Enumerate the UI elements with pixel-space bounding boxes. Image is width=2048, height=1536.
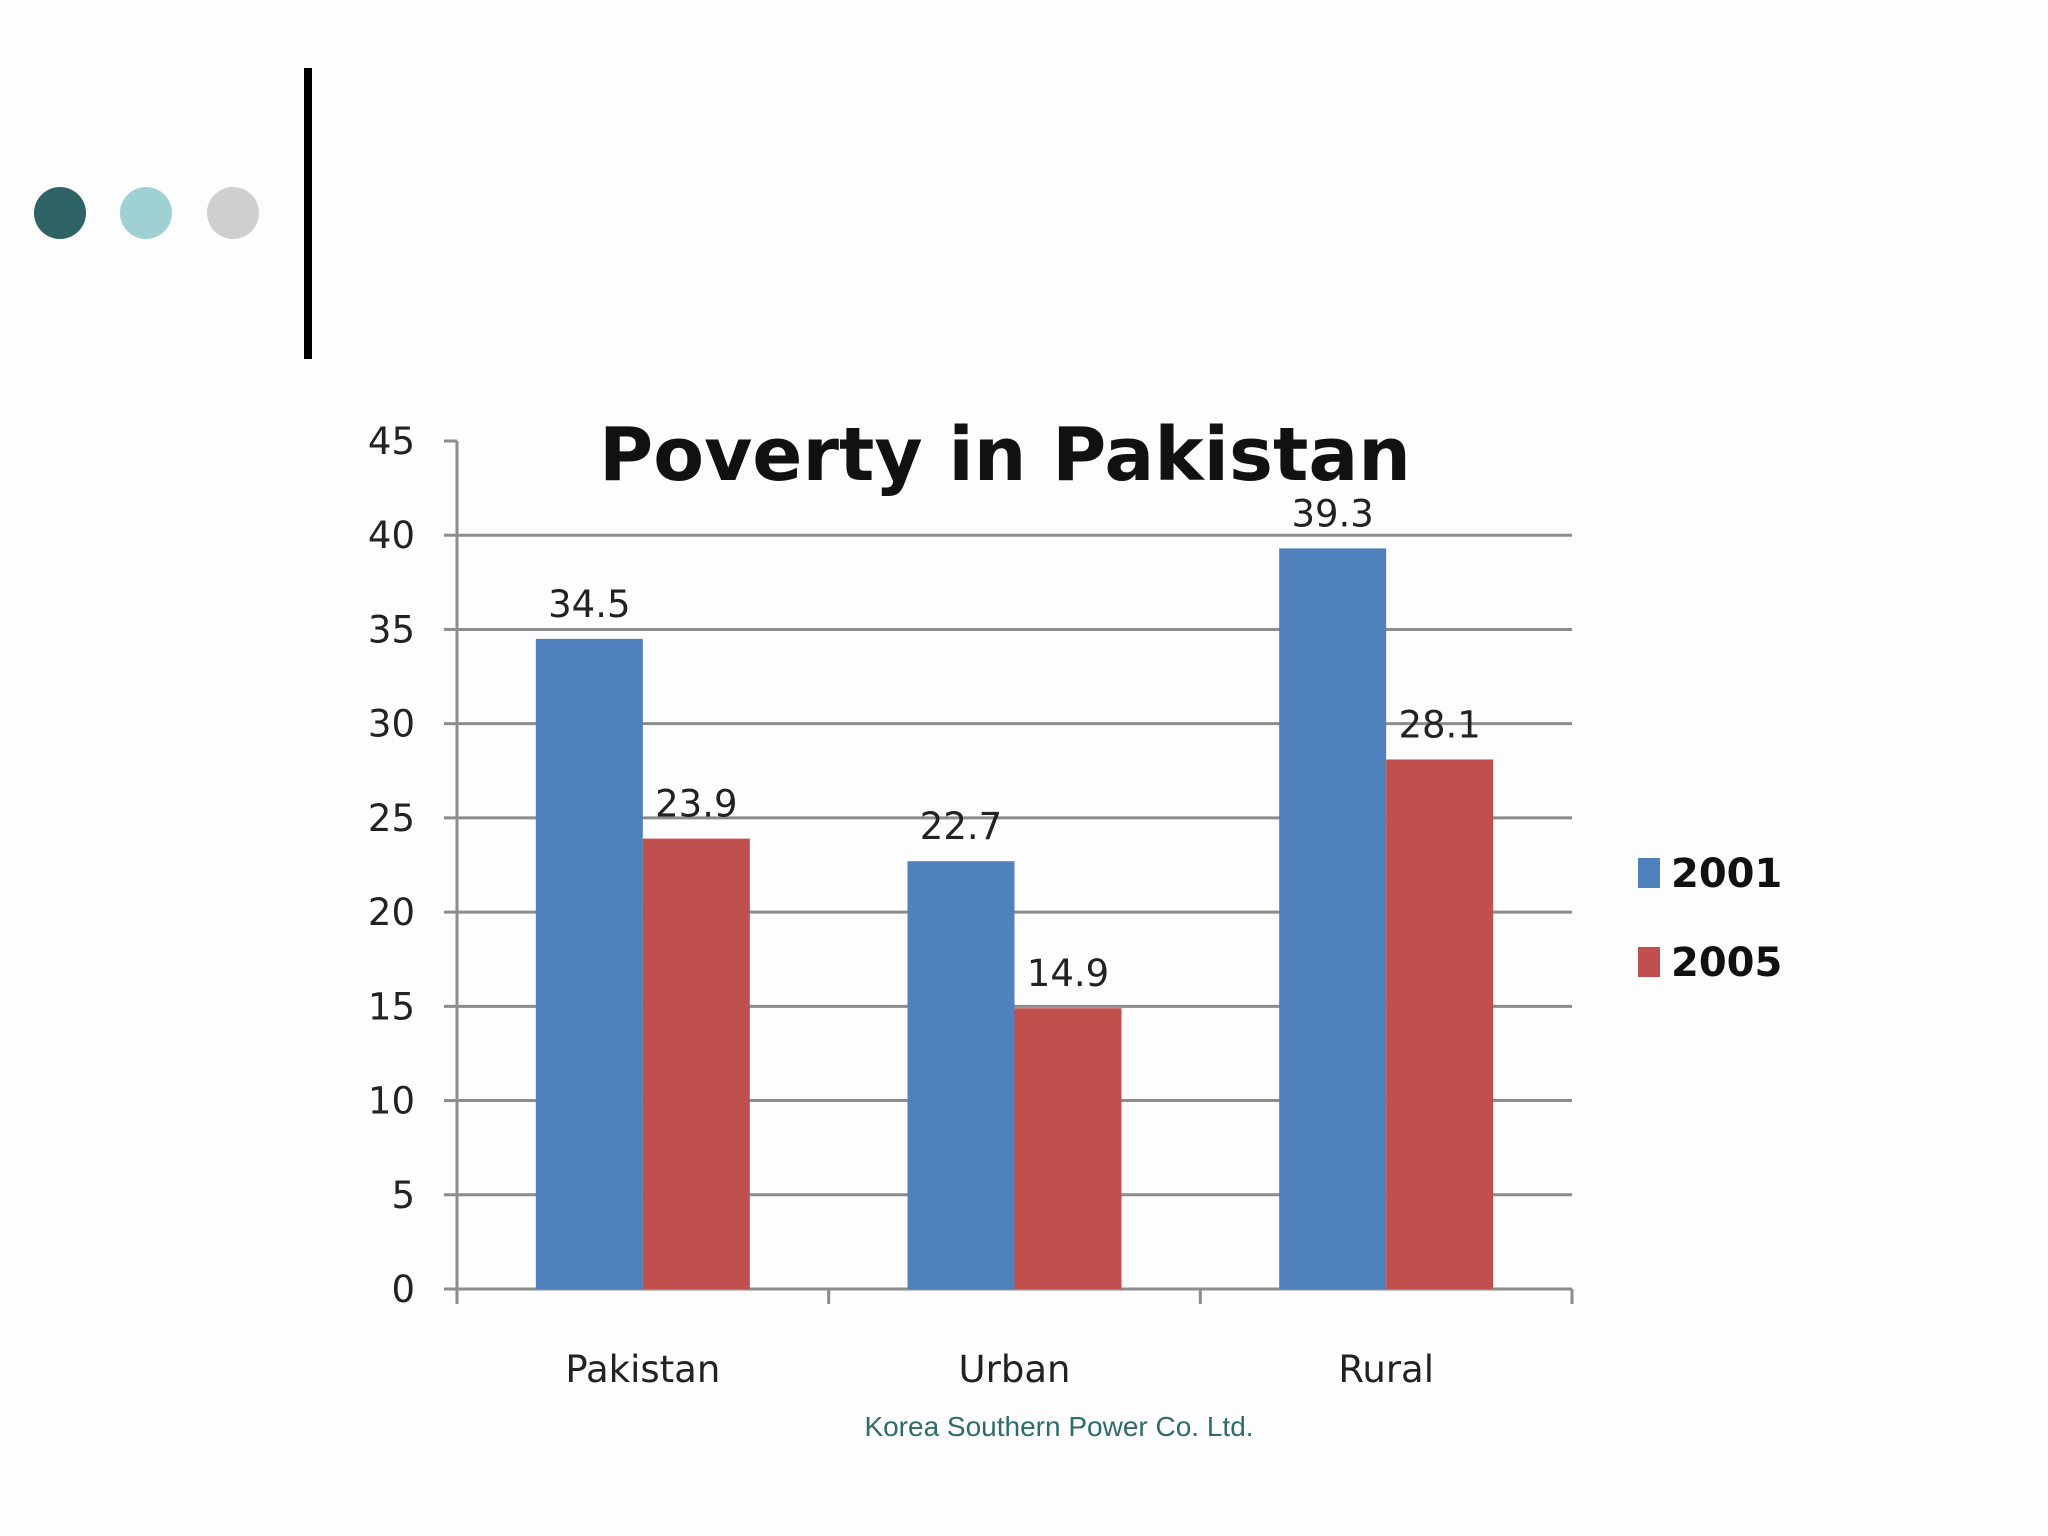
bar-urban-2001 (907, 861, 1015, 1289)
decor-dot-teal (120, 187, 172, 239)
bar-rural-2001 (1279, 548, 1387, 1289)
y-tick-label: 5 (391, 1174, 415, 1217)
bar-pakistan-2001 (535, 638, 643, 1289)
data-label: 39.3 (1291, 492, 1373, 535)
y-tick-label: 40 (368, 514, 415, 557)
y-tick-label: 30 (368, 703, 415, 746)
bar-pakistan-2005 (642, 838, 750, 1289)
legend-swatch (1638, 947, 1660, 977)
y-tick-label: 15 (368, 985, 415, 1028)
legend: 2001 2005 (1638, 851, 1782, 986)
y-tick-label: 0 (391, 1268, 415, 1311)
bar-urban-2005 (1014, 1008, 1122, 1289)
data-labels: 34.5 23.9 22.7 14.9 39.3 28.1 (548, 492, 1481, 995)
y-tick-label: 25 (368, 797, 415, 840)
chart-title: Poverty in Pakistan (599, 412, 1411, 498)
bars (535, 548, 1494, 1289)
data-label: 23.9 (655, 783, 737, 826)
bar-rural-2005 (1386, 759, 1494, 1289)
legend-label: 2005 (1671, 940, 1782, 986)
data-label: 34.5 (548, 583, 630, 626)
y-tick-label: 45 (368, 420, 415, 463)
data-label: 14.9 (1027, 952, 1109, 995)
data-label: 22.7 (920, 805, 1002, 848)
x-category-label: Urban (959, 1348, 1071, 1391)
decor-dot-dark (34, 187, 86, 239)
y-tick-label: 20 (368, 891, 415, 934)
data-label: 28.1 (1398, 703, 1480, 746)
legend-label: 2001 (1671, 851, 1782, 897)
y-tick-label: 10 (368, 1080, 415, 1123)
x-category-label: Pakistan (565, 1348, 720, 1391)
legend-swatch (1638, 858, 1660, 888)
decor-dot-gray (207, 187, 259, 239)
y-tick-label: 35 (368, 608, 415, 651)
footer-company: Korea Southern Power Co. Ltd. (864, 1411, 1254, 1442)
decor-vertical-line (304, 68, 312, 359)
x-category-label: Rural (1338, 1348, 1434, 1391)
